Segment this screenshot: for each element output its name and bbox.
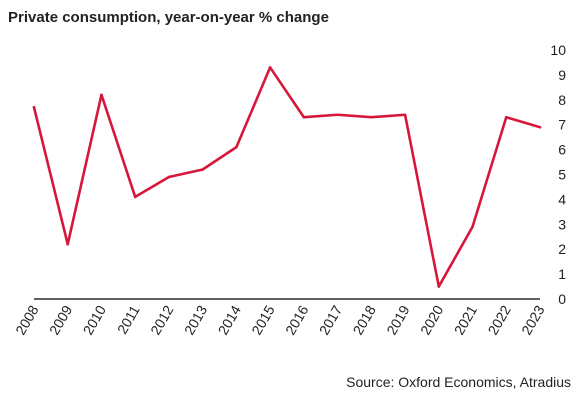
data-point [370,115,373,119]
y-tick-label: 8 [558,92,566,108]
x-tick-label: 2017 [316,302,346,337]
x-tick-label: 2008 [12,302,42,337]
x-tick-label: 2015 [248,302,278,337]
series-line [32,66,542,288]
data-point [403,113,407,117]
data-point [235,145,238,149]
data-point [167,175,171,179]
series-group [32,66,542,288]
data-point [32,105,36,109]
x-tick-label: 2011 [114,302,143,336]
y-tick-label: 10 [550,42,566,58]
data-point [268,66,272,69]
y-tick-label: 0 [558,291,566,307]
y-axis: 0 1 2 3 4 5 6 7 8 9 10 [550,42,566,307]
y-tick-label: 7 [558,117,566,133]
data-point [336,113,339,117]
y-tick-label: 5 [558,167,566,183]
x-tick-label: 2009 [46,302,76,337]
y-tick-label: 2 [558,241,566,257]
x-tick-label: 2013 [181,302,211,337]
data-point [437,285,441,288]
data-point [100,93,103,97]
data-point [538,125,542,129]
x-tick-label: 2018 [349,302,379,337]
x-tick-label: 2012 [147,302,177,337]
x-tick-label: 2023 [518,302,548,337]
x-tick-label: 2019 [383,302,413,337]
y-tick-label: 4 [558,191,566,207]
y-tick-label: 1 [558,266,566,282]
y-tick-label: 9 [558,67,566,83]
x-tick-label: 2021 [451,302,481,337]
source-note: Source: Oxford Economics, Atradius [346,374,571,390]
data-point [302,115,306,119]
x-tick-label: 2010 [80,302,110,337]
x-tick-labels: 2008 2009 2010 2011 2012 2013 2014 2015 2016 2017… [12,302,548,337]
x-tick-label: 2016 [282,302,312,337]
x-tick-label: 2014 [215,302,245,337]
data-point [504,115,508,119]
data-point [133,195,137,199]
y-tick-label: 3 [558,216,566,232]
chart-title: Private consumption, year-on-year % chan… [8,9,329,26]
data-point [201,168,204,171]
data-point [471,225,474,229]
x-tick-label: 2020 [417,302,447,337]
data-point [66,242,70,246]
y-tick-label: 6 [558,142,566,158]
x-tick-label: 2022 [484,302,514,337]
